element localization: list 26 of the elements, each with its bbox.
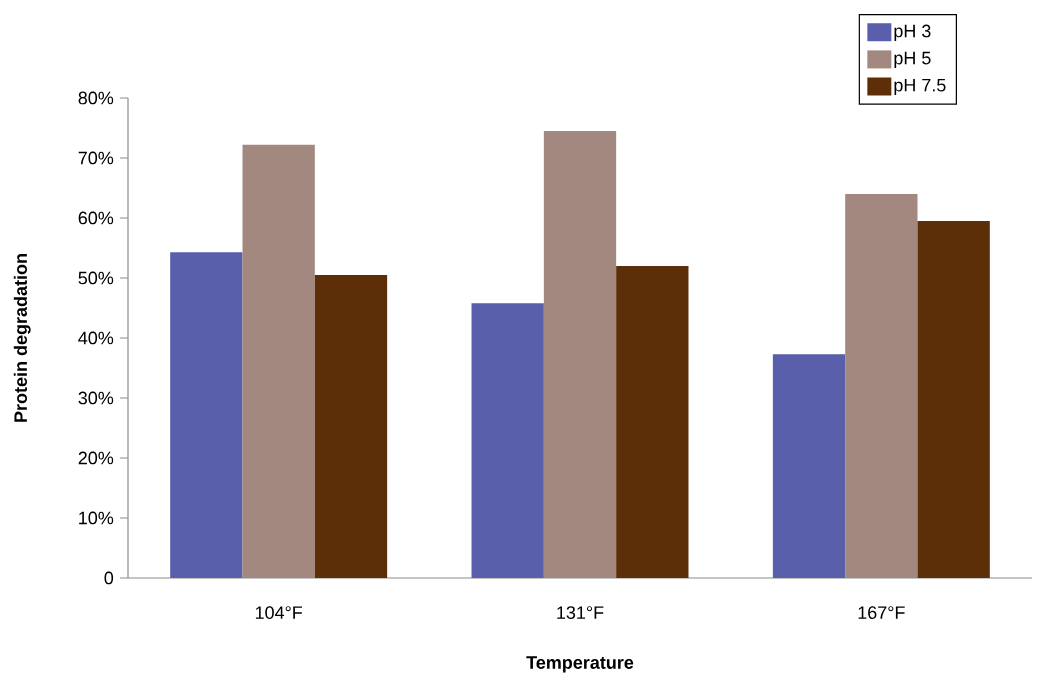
legend-label: pH 7.5: [894, 78, 946, 96]
x-tick-label: 167°F: [858, 606, 905, 619]
y-tick-label: 70%: [78, 151, 114, 165]
y-tick-label: 60%: [78, 211, 114, 225]
y-tick-label: 0: [104, 571, 114, 585]
bar: [543, 131, 617, 578]
x-tick-label: 131°F: [557, 606, 604, 619]
x-tick-label: 104°F: [255, 606, 303, 619]
bar: [616, 266, 689, 578]
y-tick-label: 10%: [79, 511, 114, 525]
bar: [772, 354, 846, 578]
x-axis-title: Temperature: [526, 656, 634, 673]
bar: [242, 144, 315, 578]
y-tick-label: 20%: [78, 451, 114, 465]
y-tick-label: 50%: [78, 271, 114, 285]
bar: [314, 275, 388, 578]
legend-label: pH 5: [894, 51, 931, 68]
y-tick-label: 30%: [78, 391, 114, 405]
y-axis-title: Protein degradation: [13, 254, 31, 422]
y-tick-label: 80%: [78, 91, 114, 105]
bar: [471, 303, 544, 578]
bar: [845, 194, 918, 578]
bar: [917, 221, 990, 578]
y-tick-label: 40%: [78, 331, 114, 345]
bar: [170, 252, 243, 578]
legend-label: pH 3: [894, 24, 931, 41]
